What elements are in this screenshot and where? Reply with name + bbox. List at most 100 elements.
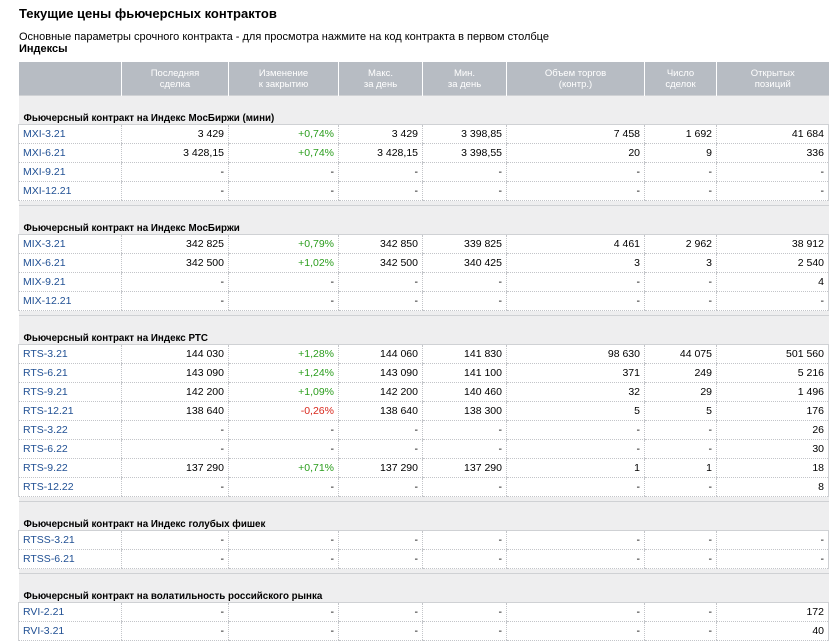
cell-trades: 5	[644, 401, 717, 421]
header-change: Изменение к закрытию	[228, 62, 339, 96]
cell-low: 3 398,55	[422, 143, 507, 163]
cell-trades: 249	[644, 363, 717, 383]
cell-low: -	[422, 549, 507, 569]
cell-trades: 29	[644, 382, 717, 402]
group-spacer-cell	[18, 310, 829, 316]
cell-low: 138 300	[422, 401, 507, 421]
group-header-row: Фьючерсный контракт на Индекс МосБиржи (…	[18, 95, 829, 125]
table-row: RTS-12.21 138 640 -0,26% 138 640 138 300 5 5 17…	[18, 401, 829, 421]
contract-code-link[interactable]: MIX-9.21	[23, 276, 66, 288]
cell-high: -	[338, 272, 423, 292]
page: Текущие цены фьючерсных контрактов Основ…	[18, 6, 829, 641]
cell-open-interest: 41 684	[716, 124, 829, 144]
cell-trades: 9	[644, 143, 717, 163]
cell-code: RTSS-6.21	[18, 549, 122, 569]
cell-volume: -	[506, 621, 645, 641]
group-spacer	[18, 496, 829, 502]
cell-last-price: -	[121, 272, 229, 292]
group-spacer-cell	[18, 496, 829, 502]
cell-low: 340 425	[422, 253, 507, 273]
cell-high: -	[338, 530, 423, 550]
cell-open-interest: 2 540	[716, 253, 829, 273]
cell-code: MXI-9.21	[18, 162, 122, 182]
cell-trades: -	[644, 291, 717, 311]
header-last: Последняя сделка	[121, 62, 229, 96]
page-subtitle: Основные параметры срочного контракта - …	[19, 31, 549, 55]
contract-code-link[interactable]: RTS-6.22	[23, 443, 68, 455]
table-row: MIX-9.21- - - - - -4	[18, 272, 829, 292]
header-volume: Объем торгов (контр.)	[506, 62, 645, 96]
group-spacer	[18, 200, 829, 206]
cell-open-interest: -	[716, 549, 829, 569]
cell-high: -	[338, 549, 423, 569]
cell-trades: -	[644, 621, 717, 641]
cell-open-interest: -	[716, 181, 829, 201]
table-row: MIX-12.21- - - - - - -	[18, 291, 829, 311]
group-header-row: Фьючерсный контракт на Индекс РТС	[18, 315, 829, 345]
cell-code: RTS-12.21	[18, 401, 122, 421]
cell-trades: -	[644, 162, 717, 182]
cell-open-interest: 4	[716, 272, 829, 292]
cell-volume: -	[506, 549, 645, 569]
group-title: Фьючерсный контракт на Индекс голубых фи…	[18, 501, 829, 531]
header-high: Макс. за день	[338, 62, 423, 96]
cell-open-interest: -	[716, 162, 829, 182]
cell-low: 140 460	[422, 382, 507, 402]
cell-trades: -	[644, 420, 717, 440]
cell-trades: -	[644, 272, 717, 292]
cell-last-price: -	[121, 420, 229, 440]
contract-code-link[interactable]: RTSS-6.21	[23, 553, 75, 565]
cell-volume: -	[506, 272, 645, 292]
contract-code-link[interactable]: RTSS-3.21	[23, 534, 75, 546]
cell-low: 339 825	[422, 234, 507, 254]
contract-code-link[interactable]: RTS-3.22	[23, 424, 68, 436]
contract-code-link[interactable]: MIX-12.21	[23, 295, 72, 307]
contract-code-link[interactable]: MXI-12.21	[23, 185, 72, 197]
contract-code-link[interactable]: RTS-12.22	[23, 481, 74, 493]
contract-code-link[interactable]: MIX-6.21	[23, 257, 66, 269]
contract-code-link[interactable]: MIX-3.21	[23, 238, 66, 250]
cell-high: 138 640	[338, 401, 423, 421]
cell-code: MXI-6.21	[18, 143, 122, 163]
cell-high: -	[338, 477, 423, 497]
cell-code: MXI-12.21	[18, 181, 122, 201]
contract-code-link[interactable]: RVI-2.21	[23, 606, 65, 618]
contract-code-link[interactable]: RTS-6.21	[23, 367, 68, 379]
cell-low: 137 290	[422, 458, 507, 478]
cell-trades: -	[644, 530, 717, 550]
contract-code-link[interactable]: RTS-9.22	[23, 462, 68, 474]
cell-last-price: 144 030	[121, 344, 229, 364]
header-code	[18, 62, 122, 96]
table-row: RVI-3.21- - - - - -40	[18, 621, 829, 641]
group-spacer	[18, 568, 829, 574]
contract-code-link[interactable]: RTS-3.21	[23, 348, 68, 360]
table-row: MXI-12.21- - - - - - -	[18, 181, 829, 201]
cell-open-interest: -	[716, 291, 829, 311]
contract-code-link[interactable]: RTS-12.21	[23, 405, 74, 417]
group-header-row: Фьючерсный контракт на Индекс МосБиржи	[18, 205, 829, 235]
cell-trades: 3	[644, 253, 717, 273]
cell-last-price: 143 090	[121, 363, 229, 383]
cell-volume: -	[506, 291, 645, 311]
contract-code-link[interactable]: MXI-9.21	[23, 166, 66, 178]
cell-volume: -	[506, 420, 645, 440]
table-row: MXI-3.21 3 429 +0,74% 3 429 3 398,85 7 458 1 6…	[18, 124, 829, 144]
group-header-row: Фьючерсный контракт на волатильность рос…	[18, 573, 829, 603]
cell-low: 141 100	[422, 363, 507, 383]
cell-last-price: 138 640	[121, 401, 229, 421]
table-row: RTS-9.22 137 290 +0,71% 137 290 137 290 1 1 18	[18, 458, 829, 478]
cell-change: +0,71%	[228, 458, 339, 478]
page-title: Текущие цены фьючерсных контрактов	[19, 6, 277, 21]
cell-low: 141 830	[422, 344, 507, 364]
cell-code: MIX-9.21	[18, 272, 122, 292]
cell-volume: -	[506, 530, 645, 550]
cell-trades: 1 692	[644, 124, 717, 144]
contract-code-link[interactable]: RVI-3.21	[23, 625, 65, 637]
contract-code-link[interactable]: RTS-9.21	[23, 386, 68, 398]
cell-last-price: 342 500	[121, 253, 229, 273]
group-title: Фьючерсный контракт на волатильность рос…	[18, 573, 829, 603]
cell-change: -	[228, 181, 339, 201]
contract-code-link[interactable]: MXI-6.21	[23, 147, 66, 159]
contract-code-link[interactable]: MXI-3.21	[23, 128, 66, 140]
cell-open-interest: -	[716, 530, 829, 550]
